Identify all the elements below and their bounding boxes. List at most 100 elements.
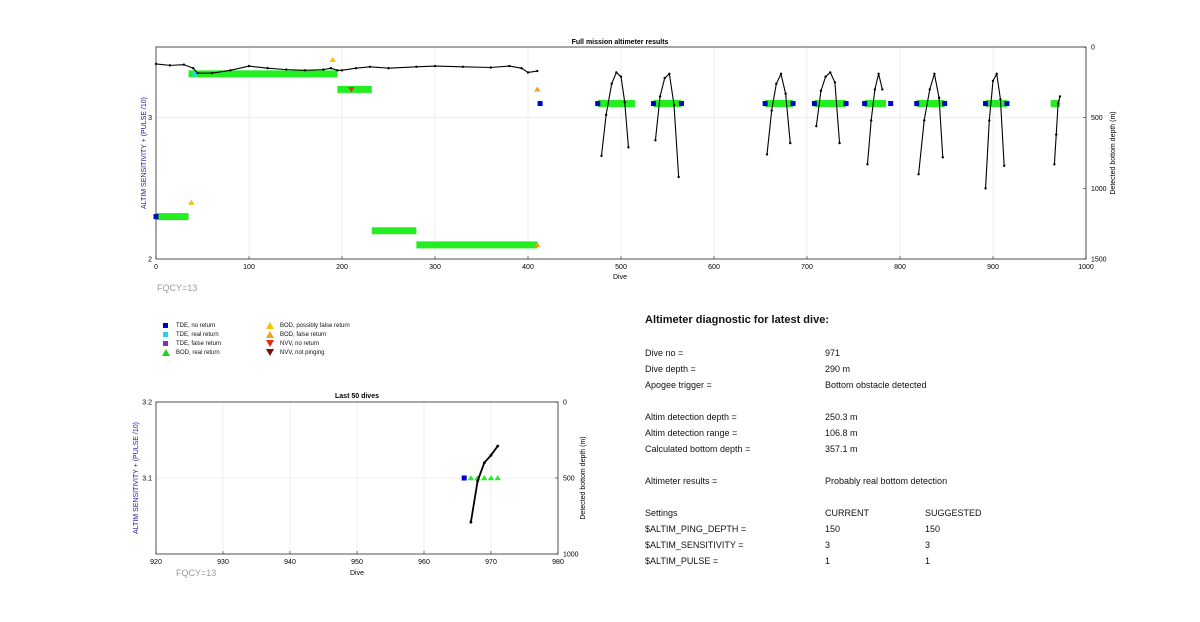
main-depth-point	[168, 64, 172, 67]
main-setting-segment	[985, 100, 1007, 108]
legend-marker-shape	[162, 349, 170, 356]
main-depth-point	[819, 89, 823, 93]
main-depth-point	[829, 71, 832, 74]
dive-no-value: 971	[825, 348, 841, 358]
main-depth-point	[303, 69, 306, 72]
apogee-value: Bottom obstacle detected	[825, 380, 927, 390]
main-xtick-label: 0	[154, 264, 158, 271]
main-y2tick-label: 1000	[1091, 186, 1107, 193]
setting-name: $ALTIM_PULSE =	[645, 556, 719, 566]
main-depth-line	[918, 73, 944, 175]
legend-label: NVV, not pinging	[280, 350, 325, 356]
main-setting-segment	[337, 85, 372, 93]
suggested-label: SUGGESTED	[925, 508, 982, 518]
main-depth-point	[658, 95, 662, 98]
altim-range-value: 106.8 m	[825, 428, 858, 438]
main-y2tick-label: 1500	[1091, 257, 1107, 264]
main-tde-point	[192, 71, 198, 77]
recent-ytick-label: 3.1	[142, 476, 152, 483]
main-depth-point	[210, 71, 213, 75]
legend-label: NVV, no return	[280, 341, 320, 347]
recent-y2tick-label: 500	[563, 476, 575, 483]
setting-current: 3	[825, 540, 831, 550]
recent-plot-frame	[155, 401, 559, 555]
main-tde-point	[678, 101, 684, 107]
settings-label: Settings	[645, 508, 678, 518]
main-tde-point	[595, 101, 601, 107]
main-depth-point	[984, 187, 987, 190]
main-depth-point	[765, 153, 769, 156]
recent-xtick-label: 960	[418, 559, 430, 566]
setting-row-ping-depth: $ALTIM_PING_DEPTH = 150 150	[645, 524, 1065, 538]
main-tde-point	[811, 101, 817, 107]
setting-name: $ALTIM_SENSITIVITY =	[645, 540, 744, 550]
main-depth-point	[789, 141, 792, 145]
apogee-label: Apogee trigger =	[645, 380, 712, 390]
setting-suggested: 3	[925, 540, 931, 550]
legend-label: BOD, possibly false return	[280, 323, 350, 329]
main-depth-point	[677, 175, 680, 179]
main-depth-point	[340, 69, 344, 72]
main-setting-segment	[1050, 100, 1060, 108]
main-depth-point	[322, 68, 325, 71]
main-depth-point	[999, 98, 1002, 101]
calc-bottom-label: Calculated bottom depth =	[645, 444, 751, 454]
main-depth-point	[922, 119, 926, 122]
main-tde-point	[762, 101, 768, 107]
main-depth-point	[866, 163, 869, 166]
main-depth-point	[838, 141, 841, 145]
main-flag-point	[188, 199, 195, 205]
main-xtick-label: 800	[894, 264, 906, 271]
main-depth-point	[266, 67, 269, 70]
main-tde-point	[790, 101, 796, 107]
legend-marker-icon	[158, 349, 176, 357]
recent-bod-point	[474, 475, 481, 481]
diagnostic-panel: Altimeter diagnostic for latest dive: Di…	[645, 314, 1065, 566]
main-depth-line	[866, 73, 883, 165]
recent-xtick-label: 930	[217, 559, 229, 566]
main-setting-segment	[597, 100, 635, 108]
setting-row-sensitivity: $ALTIM_SENSITIVITY = 3 3	[645, 540, 1065, 554]
dive-depth-value: 290 m	[825, 364, 851, 374]
main-xtick-label: 200	[336, 264, 348, 271]
main-xtick-label: 100	[243, 264, 255, 271]
main-depth-point	[873, 88, 877, 91]
setting-current: 150	[825, 524, 841, 534]
main-depth-line	[815, 71, 841, 144]
main-depth-line	[155, 63, 538, 74]
main-depth-point	[600, 154, 603, 158]
calc-bottom-value: 357.1 m	[825, 444, 858, 454]
main-depth-point	[941, 156, 944, 159]
recent-depth-line	[470, 445, 499, 523]
main-depth-point	[654, 139, 657, 142]
legend-item: TDE, false return	[158, 340, 221, 348]
main-depth-point	[627, 146, 630, 149]
main-tde-point	[843, 101, 849, 107]
main-depth-point	[354, 67, 358, 70]
altim-depth-value: 250.3 m	[825, 412, 858, 422]
legend-marker-shape	[163, 323, 168, 328]
legend-label: BOD, real return	[176, 350, 220, 356]
main-depth-point	[182, 63, 186, 66]
main-depth-point	[1053, 163, 1056, 166]
recent-depth-point	[496, 444, 500, 448]
legend-item: NVV, no return	[262, 340, 319, 348]
recent-tde-point	[461, 475, 467, 481]
main-depth-point	[536, 69, 539, 73]
main-chart-y2label: Detected bottom depth (m)	[1110, 111, 1117, 194]
main-flag-point	[534, 86, 541, 92]
main-tde-point	[914, 101, 920, 107]
main-depth-point	[508, 64, 511, 68]
main-xtick-label: 900	[987, 264, 999, 271]
legend-marker-shape	[266, 340, 274, 347]
main-xtick-label: 600	[708, 264, 720, 271]
main-depth-line	[1053, 96, 1061, 165]
legend-item: TDE, no return	[158, 322, 215, 330]
altim-range-label: Altim detection range =	[645, 428, 738, 438]
main-tde-point	[983, 101, 989, 107]
main-tde-point	[888, 101, 894, 107]
main-depth-point	[415, 65, 418, 68]
main-depth-point	[368, 65, 372, 68]
main-depth-point	[229, 69, 232, 72]
recent-xtick-label: 920	[150, 559, 162, 566]
